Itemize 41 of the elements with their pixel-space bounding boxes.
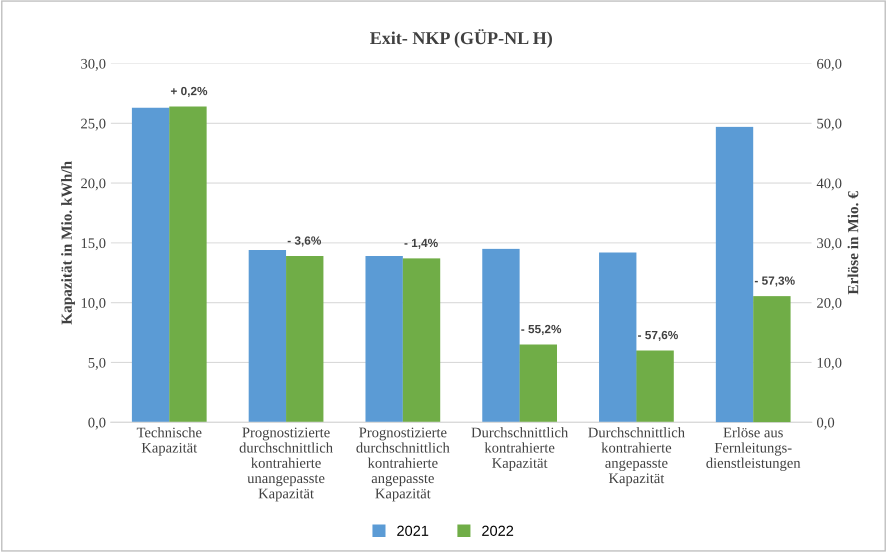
bar <box>402 258 440 422</box>
bar <box>248 250 286 422</box>
bar <box>482 248 520 422</box>
bar <box>169 106 207 422</box>
annotation: - 1,4% <box>404 238 438 249</box>
annotation: + 0,2% <box>170 86 208 97</box>
x-tick-label: Erlöse aus Fernleitungs- dienstleistungen <box>706 427 800 471</box>
x-tick-label: Durchschnittlich kontrahierte Kapazität <box>471 427 568 471</box>
y-tick-label: 25,0 <box>81 118 106 131</box>
annotation: - 3,6% <box>288 236 322 246</box>
x-tick-label: Durchschnittlich kontrahierte angepasste Kapazität <box>588 427 685 486</box>
x-tick-label: Prognostizierte durchschnittlich kontrahierte unangepasste Kapazität <box>240 428 333 502</box>
y2-axis-title: Erlöse in Mio. € <box>848 191 858 294</box>
y-tick-label: 0,0 <box>88 418 106 430</box>
y2-tick-label: 20,0 <box>817 298 842 310</box>
bar <box>365 256 403 422</box>
bar <box>286 256 324 422</box>
y2-tick-label: 60,0 <box>817 58 842 71</box>
y-axis-title: Kapazität in Mio. kWh/h <box>61 161 75 325</box>
annotation: - 57,6% <box>638 330 678 341</box>
y2-tick-label: 10,0 <box>818 358 842 370</box>
bar <box>636 350 674 422</box>
x-tick-label: Prognostizierte durchschnittlich kontrahierte angepasste Kapazität <box>356 428 450 502</box>
y2-tick-label: 0,0 <box>817 418 834 430</box>
bar <box>599 252 636 422</box>
y-tick-label: 5,0 <box>88 358 106 370</box>
chart-title: Exit- NKP (GÜP-NL H) <box>370 29 552 48</box>
y-tick-label: 10,0 <box>82 298 106 310</box>
bar <box>132 108 170 422</box>
bar <box>520 344 558 422</box>
y-tick-label: 20,0 <box>81 178 106 190</box>
x-tick-label: Technische Kapazität <box>136 427 202 456</box>
y2-tick-label: 30,0 <box>817 238 842 250</box>
y-tick-label: 30,0 <box>81 58 106 71</box>
annotation: - 57,3% <box>754 276 795 287</box>
y2-tick-label: 50,0 <box>817 118 842 131</box>
legend-label: 2021 <box>397 526 428 536</box>
annotation: - 55,2% <box>521 324 562 335</box>
y2-tick-label: 40,0 <box>816 178 842 190</box>
y-tick-label: 15,0 <box>82 238 106 250</box>
legend-label: 2022 <box>482 526 514 536</box>
